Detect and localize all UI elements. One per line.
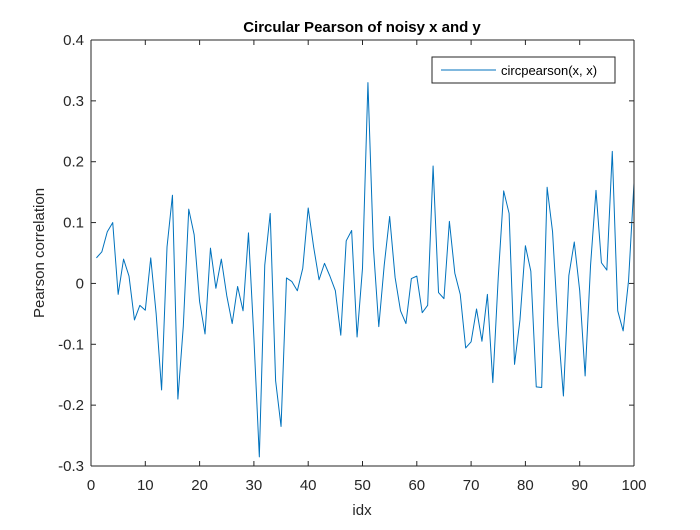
x-tick-label: 40 <box>300 477 317 494</box>
y-tick-label: 0.2 <box>63 154 84 171</box>
y-tick-label: 0.4 <box>63 32 84 49</box>
y-axis-label: Pearson correlation <box>31 188 48 318</box>
series-line <box>96 82 635 458</box>
y-tick-label: -0.3 <box>58 458 84 475</box>
y-tick-label: -0.1 <box>58 336 84 353</box>
legend-label: circpearson(x, x) <box>501 63 597 78</box>
y-ticks: -0.3 -0.2 -0.1 0 0.1 0.2 0.3 0.4 <box>58 32 634 475</box>
y-tick-label: 0.3 <box>63 93 84 110</box>
x-tick-label: 0 <box>87 477 95 494</box>
y-tick-label: 0.1 <box>63 215 84 232</box>
x-tick-label: 20 <box>191 477 208 494</box>
series-layer <box>96 82 635 458</box>
y-tick-label: 0 <box>76 275 84 292</box>
x-tick-label: 30 <box>246 477 263 494</box>
legend: circpearson(x, x) <box>431 56 616 84</box>
x-ticks: 0 10 20 30 40 50 60 70 80 90 100 <box>87 40 647 494</box>
x-tick-label: 10 <box>137 477 154 494</box>
x-tick-label: 80 <box>517 477 534 494</box>
x-axis-label: idx <box>352 502 372 519</box>
x-tick-label: 60 <box>408 477 425 494</box>
x-tick-label: 100 <box>621 477 646 494</box>
y-tick-label: -0.2 <box>58 397 84 414</box>
x-tick-label: 90 <box>571 477 588 494</box>
chart-title: Circular Pearson of noisy x and y <box>243 19 481 36</box>
x-tick-label: 50 <box>354 477 371 494</box>
x-tick-label: 70 <box>463 477 480 494</box>
